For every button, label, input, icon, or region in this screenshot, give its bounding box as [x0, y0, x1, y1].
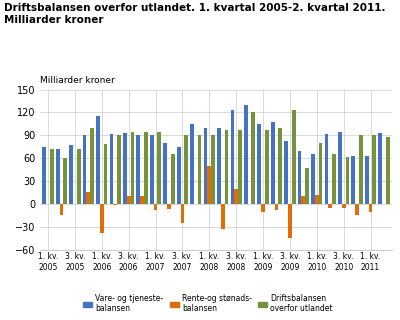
- Bar: [110, 134, 113, 204]
- Bar: [359, 135, 363, 204]
- Bar: [63, 158, 67, 204]
- Bar: [130, 132, 134, 204]
- Bar: [252, 112, 255, 204]
- Bar: [56, 149, 60, 204]
- Bar: [328, 204, 332, 208]
- Bar: [211, 135, 215, 204]
- Bar: [305, 168, 309, 204]
- Bar: [208, 166, 211, 204]
- Bar: [302, 196, 305, 204]
- Bar: [324, 134, 328, 204]
- Bar: [224, 130, 228, 204]
- Bar: [136, 134, 140, 204]
- Bar: [284, 141, 288, 204]
- Bar: [171, 154, 175, 204]
- Bar: [104, 144, 108, 204]
- Bar: [86, 192, 90, 204]
- Bar: [332, 154, 336, 204]
- Bar: [355, 204, 359, 215]
- Bar: [352, 156, 355, 204]
- Bar: [140, 196, 144, 204]
- Bar: [177, 147, 180, 204]
- Bar: [123, 133, 127, 204]
- Bar: [221, 204, 224, 229]
- Bar: [69, 145, 73, 204]
- Bar: [230, 110, 234, 204]
- Bar: [158, 132, 161, 204]
- Bar: [274, 204, 278, 210]
- Bar: [204, 128, 208, 204]
- Bar: [319, 143, 322, 204]
- Bar: [198, 135, 202, 204]
- Bar: [234, 189, 238, 204]
- Bar: [298, 150, 302, 204]
- Bar: [346, 157, 349, 204]
- Bar: [154, 204, 158, 210]
- Bar: [369, 204, 372, 212]
- Bar: [60, 204, 63, 214]
- Bar: [338, 132, 342, 204]
- Bar: [244, 105, 248, 204]
- Bar: [180, 204, 184, 223]
- Text: Driftsbalansen overfor utlandet. 1. kvartal 2005-2. kvartal 2011.
Milliarder kro: Driftsbalansen overfor utlandet. 1. kvar…: [4, 3, 386, 25]
- Bar: [271, 122, 274, 204]
- Bar: [100, 204, 104, 233]
- Bar: [83, 134, 86, 204]
- Bar: [257, 124, 261, 204]
- Bar: [144, 132, 148, 204]
- Bar: [113, 204, 117, 205]
- Bar: [42, 147, 46, 204]
- Bar: [378, 133, 382, 204]
- Bar: [292, 110, 296, 204]
- Legend: Vare- og tjeneste-
balansen, Rente-og stønads-
balansen, Driftsbalansen
overfor : Vare- og tjeneste- balansen, Rente-og st…: [80, 291, 336, 316]
- Bar: [365, 156, 369, 204]
- Bar: [372, 135, 376, 204]
- Bar: [50, 149, 54, 204]
- Bar: [190, 124, 194, 204]
- Bar: [386, 137, 390, 204]
- Bar: [117, 134, 121, 204]
- Bar: [342, 204, 346, 208]
- Bar: [127, 196, 130, 204]
- Bar: [265, 130, 269, 204]
- Bar: [311, 154, 315, 204]
- Bar: [278, 128, 282, 204]
- Bar: [90, 128, 94, 204]
- Bar: [261, 204, 265, 212]
- Bar: [96, 116, 100, 204]
- Text: Milliarder kroner: Milliarder kroner: [40, 76, 115, 85]
- Bar: [77, 149, 80, 204]
- Bar: [238, 130, 242, 204]
- Bar: [217, 128, 221, 204]
- Bar: [184, 134, 188, 204]
- Bar: [150, 135, 154, 204]
- Bar: [315, 195, 319, 204]
- Bar: [167, 204, 171, 209]
- Bar: [163, 143, 167, 204]
- Bar: [288, 204, 292, 238]
